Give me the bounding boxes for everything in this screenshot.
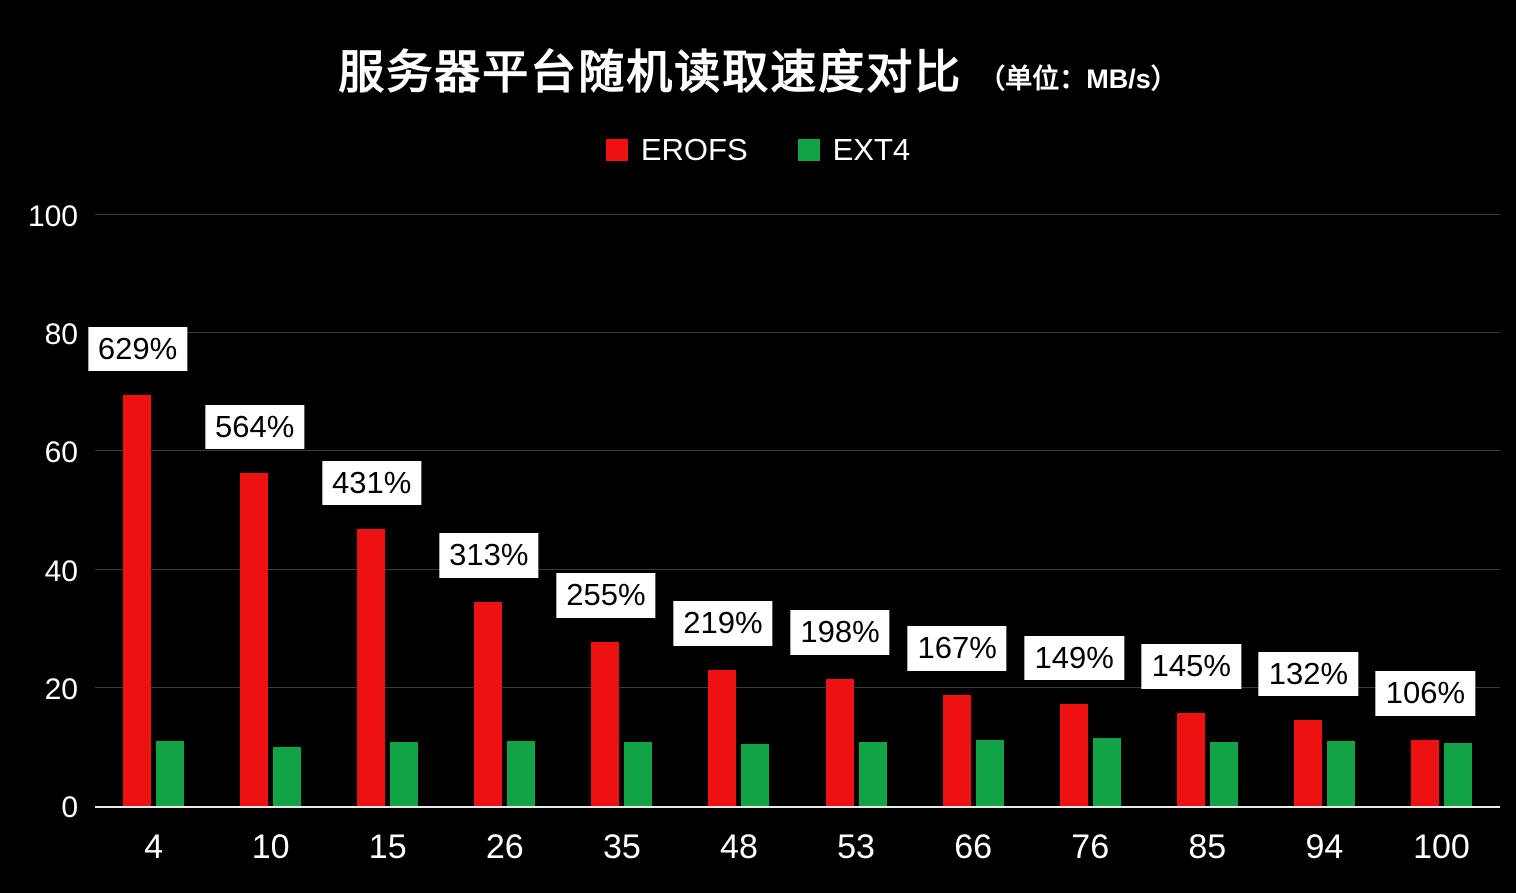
- x-tick-label: 35: [602, 828, 641, 866]
- bar-erofs: [591, 641, 620, 806]
- bar-ext4: [1209, 741, 1238, 806]
- bar-erofs: [1059, 704, 1088, 806]
- bar-erofs: [357, 529, 386, 806]
- legend-swatch-erofs: [605, 139, 628, 161]
- bar-erofs: [240, 473, 269, 806]
- x-tick-label: 4: [144, 828, 163, 866]
- bar-erofs: [1410, 739, 1439, 806]
- bar-label: 106%: [1375, 671, 1476, 716]
- bar-erofs: [825, 678, 854, 806]
- x-tick-label: 48: [720, 828, 758, 866]
- bar-erofs: [942, 694, 971, 806]
- bar-group-48: [708, 670, 770, 806]
- bar-label: 313%: [439, 533, 539, 579]
- bar-label: 431%: [322, 460, 422, 506]
- bar-group-66: [942, 694, 1004, 806]
- bar-group-100: [1410, 739, 1472, 806]
- legend-item-ext4: EXT4: [797, 132, 911, 168]
- bar-ext4: [156, 741, 185, 806]
- bar-label: 629%: [87, 326, 188, 372]
- bar-ext4: [624, 741, 653, 806]
- bar-ext4: [273, 746, 302, 806]
- y-tick-label: 60: [44, 436, 78, 470]
- bar-erofs: [1176, 712, 1205, 806]
- gridline-40: [95, 568, 1500, 570]
- x-tick-label: 53: [837, 828, 875, 866]
- bar-group-15: [357, 529, 419, 806]
- bar-ext4: [1443, 743, 1472, 806]
- x-tick-label: 76: [1071, 828, 1110, 866]
- bar-erofs: [474, 602, 503, 806]
- bar-group-94: [1293, 720, 1355, 806]
- bar-group-4: [123, 395, 185, 806]
- bar-ext4: [1326, 741, 1355, 806]
- bar-ext4: [858, 741, 887, 806]
- bar-ext4: [975, 739, 1004, 806]
- bar-label: 145%: [1141, 643, 1241, 689]
- legend: EROFS EXT4: [0, 132, 1516, 168]
- legend-item-erofs: EROFS: [605, 132, 748, 168]
- bar-group-53: [825, 678, 887, 806]
- gridline-80: [95, 332, 1500, 334]
- legend-swatch-ext4: [797, 139, 820, 161]
- bar-label: 132%: [1258, 651, 1359, 697]
- gridline-100: [95, 214, 1500, 215]
- bar-ext4: [1092, 738, 1121, 806]
- bar-label: 167%: [907, 626, 1007, 671]
- chart-subtitle: （单位：MB/s）: [978, 64, 1178, 94]
- bar-label: 564%: [204, 404, 305, 450]
- y-tick-label: 0: [61, 791, 78, 824]
- y-tick-label: 40: [44, 554, 78, 588]
- x-tick-label: 94: [1305, 828, 1344, 866]
- bar-ext4: [741, 743, 770, 806]
- y-axis: 0 20 40 60 80 100: [0, 202, 78, 823]
- y-tick-label: 100: [27, 200, 78, 233]
- bar-ext4: [390, 741, 419, 806]
- bar-group-85: [1176, 712, 1238, 806]
- bar-group-76: [1059, 704, 1121, 806]
- bar-label: 198%: [790, 610, 890, 655]
- bar-group-26: [474, 602, 536, 806]
- bar-label: 219%: [673, 601, 773, 647]
- bar-erofs: [123, 395, 152, 806]
- bar-label: 149%: [1024, 635, 1124, 681]
- x-tick-label: 66: [954, 828, 993, 866]
- bar-ext4: [507, 741, 536, 806]
- y-tick-label: 20: [44, 672, 78, 706]
- legend-label: EXT4: [832, 132, 911, 167]
- x-tick-label: 85: [1188, 828, 1227, 866]
- plot-area: 629% 564% 431% 313% 255% 219% 198% 167% 149% 145%…: [87, 214, 1500, 808]
- x-tick-label: 15: [368, 828, 407, 866]
- legend-label: EROFS: [640, 132, 748, 167]
- bar-group-35: [591, 641, 653, 806]
- gridline-60: [95, 450, 1500, 452]
- bar-erofs: [708, 670, 737, 806]
- bar-label: 255%: [556, 572, 656, 618]
- x-tick-label: 10: [251, 828, 290, 866]
- x-tick-label: 26: [485, 828, 524, 866]
- chart-title: 服务器平台随机读取速度对比: [338, 46, 963, 98]
- gridline-20: [95, 686, 1500, 688]
- bar-group-10: [240, 473, 302, 806]
- title-row: 服务器平台随机读取速度对比 （单位：MB/s）: [0, 36, 1516, 102]
- y-tick-label: 80: [44, 318, 78, 352]
- x-axis: 4 10 15 26 35 48 53 66 76 85 94 100: [95, 830, 1500, 880]
- x-tick-label: 100: [1413, 828, 1470, 866]
- bar-erofs: [1293, 720, 1322, 806]
